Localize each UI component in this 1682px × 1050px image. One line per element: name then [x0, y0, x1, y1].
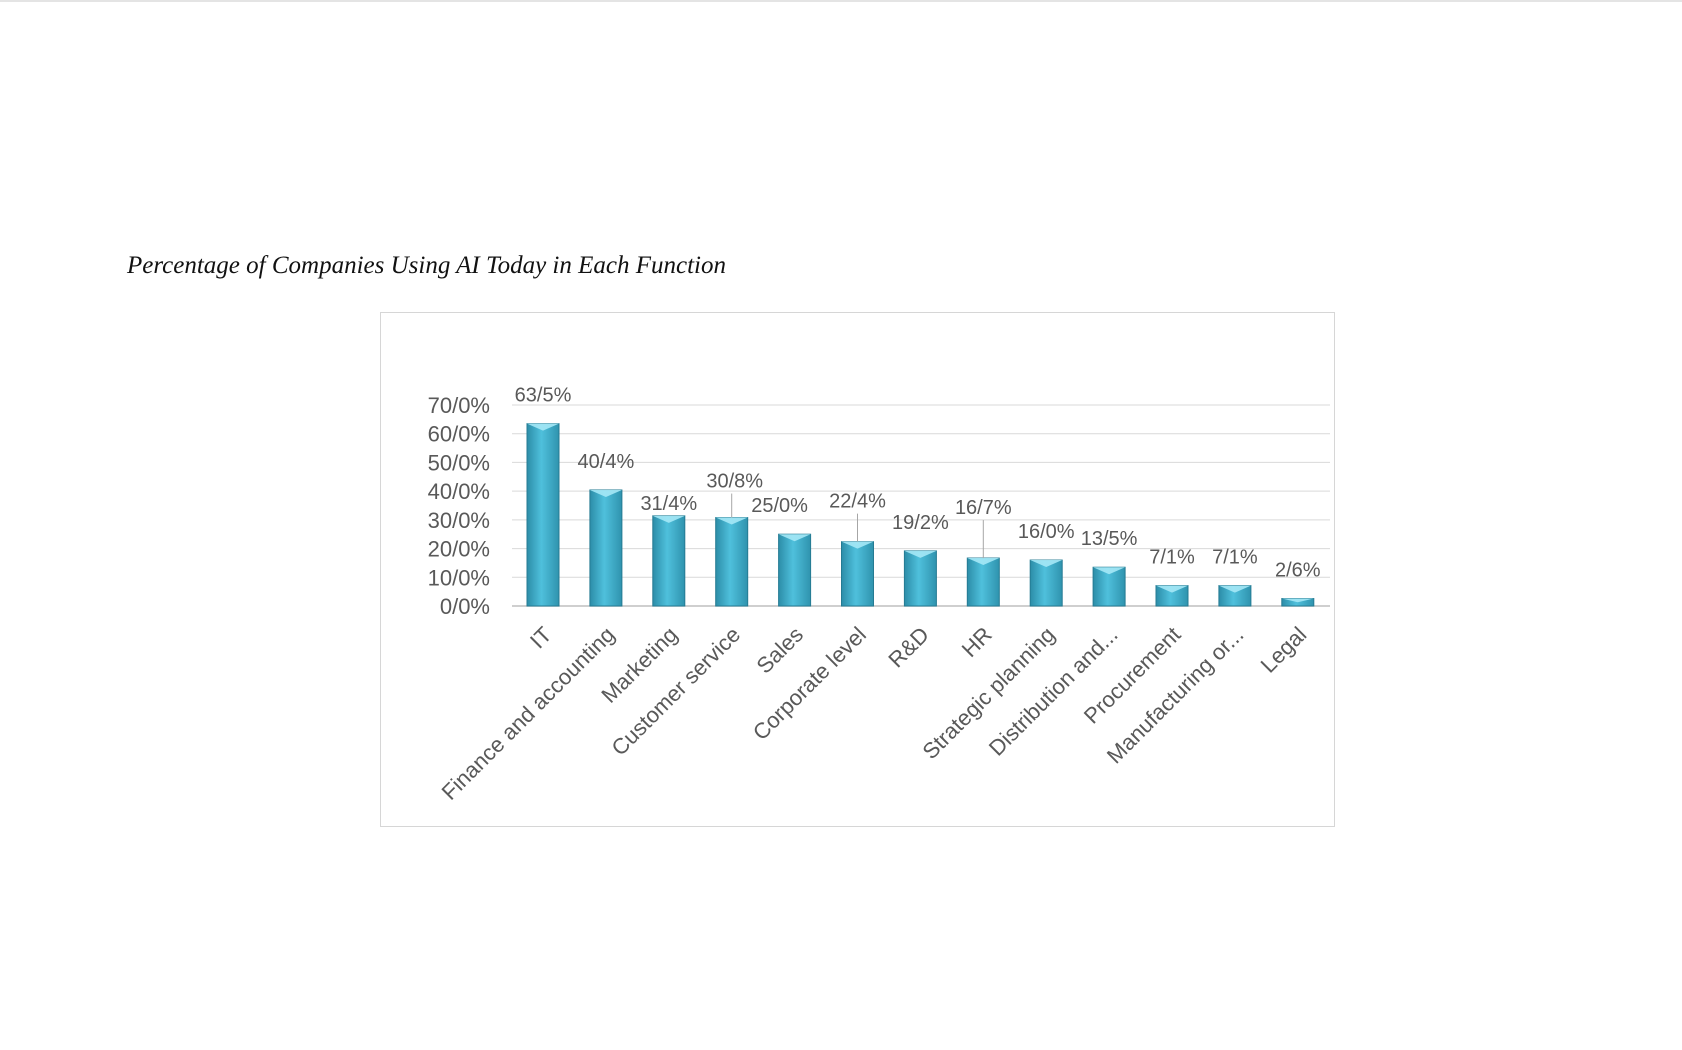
data-label: 7/1% [1149, 547, 1195, 569]
bar [841, 541, 874, 607]
bar [526, 423, 560, 607]
data-labels: 63/5% 40/4%31/4% 30/8%25/0% 22/4% 19/2% 16/7%… [515, 385, 1321, 582]
bar-bevel [1030, 560, 1063, 568]
y-tick-label: 60/0% [428, 422, 490, 447]
data-label: 63/5% [515, 385, 572, 407]
gridlines [512, 404, 1330, 607]
bar-bevel [589, 489, 622, 497]
y-tick-label: 0/0% [440, 594, 490, 619]
bar [778, 533, 812, 607]
x-tick-label: Legal [1256, 622, 1312, 678]
bar-bevel [1281, 598, 1314, 603]
y-tick-label: 50/0% [428, 450, 490, 475]
x-tick-label: Finance and accounting [437, 622, 620, 805]
x-tick-label: Corporate level [748, 622, 871, 745]
figure-caption: Percentage of Companies Using AI Today i… [127, 252, 726, 279]
x-tick-label: Sales [752, 622, 809, 679]
page-top-rule [0, 0, 1682, 2]
data-label: 40/4% [578, 451, 635, 473]
data-label: 31/4% [640, 493, 697, 515]
bar [589, 489, 623, 607]
bar [715, 517, 749, 607]
data-label: 13/5% [1081, 528, 1138, 550]
y-axis-tick-labels: 0/0% 10/0% 20/0% 30/0% 40/0% 50/0% 60/0% 70/0% [428, 393, 490, 619]
data-label: 2/6% [1275, 560, 1321, 582]
bar-bevel [967, 558, 1000, 566]
bar-bevel [778, 534, 811, 542]
y-tick-label: 10/0% [428, 565, 490, 590]
data-label: 22/4% [829, 491, 886, 513]
data-label: 16/0% [1018, 521, 1075, 543]
bar [652, 515, 686, 607]
bar-bevel [904, 550, 937, 558]
bar [966, 557, 1000, 607]
bar [903, 550, 937, 607]
y-tick-label: 70/0% [428, 393, 490, 418]
data-label: 16/7% [955, 497, 1012, 519]
y-tick-label: 40/0% [428, 479, 490, 504]
data-label: 30/8% [706, 471, 763, 493]
bar-bevel [715, 517, 748, 525]
data-label: 19/2% [892, 512, 949, 534]
x-tick-label: HR [957, 622, 997, 662]
bar-bevel [841, 541, 874, 549]
bars [526, 423, 1315, 607]
bar-bevel [527, 423, 559, 431]
data-label: 25/0% [751, 495, 808, 517]
x-tick-label: R&D [883, 622, 934, 673]
data-label: 7/1% [1212, 547, 1258, 569]
bar-bevel [652, 515, 685, 523]
x-tick-label: IT [525, 622, 557, 654]
y-tick-label: 30/0% [428, 508, 490, 533]
bar-bevel [1218, 585, 1251, 593]
y-tick-label: 20/0% [428, 537, 490, 562]
bar-bevel [1156, 585, 1188, 593]
bar-bevel [1093, 567, 1126, 575]
bar [1029, 559, 1063, 607]
